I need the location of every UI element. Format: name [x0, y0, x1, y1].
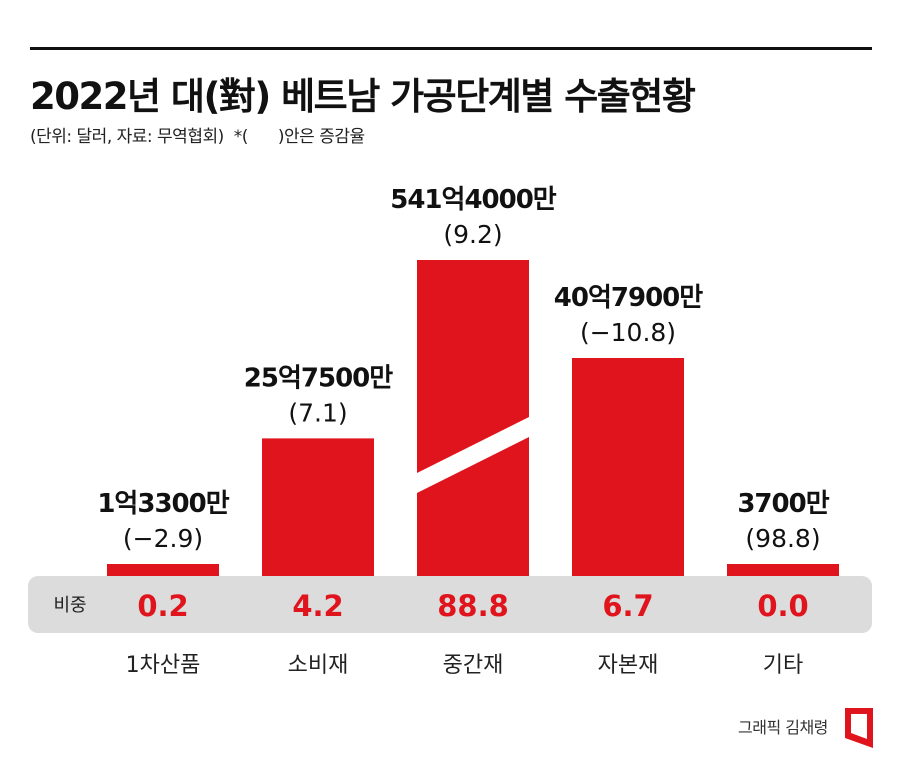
- category-label-2: 소비재: [288, 653, 349, 678]
- note-prefix: *(: [233, 127, 249, 147]
- axis-break-mark: [415, 416, 531, 494]
- change-rate-label-1: (−2.9): [123, 524, 203, 553]
- share-value-1: 0.2: [137, 589, 188, 623]
- value-label-1: 1억3300만: [97, 489, 229, 519]
- share-title: 비중: [53, 595, 86, 616]
- chart-subtitle: (단위: 달러, 자료: 무역협회) *( )안은 증감율: [30, 122, 365, 147]
- red-frame-logo-icon: [845, 708, 873, 748]
- share-value-2: 4.2: [292, 589, 343, 623]
- value-label-3: 541억4000만: [390, 185, 557, 215]
- change-rate-label-4: (−10.8): [580, 318, 676, 347]
- value-label-2: 25억7500만: [244, 363, 393, 393]
- share-value-3: 88.8: [437, 589, 509, 623]
- value-label-5: 3700만: [737, 489, 829, 519]
- bar-1: [107, 564, 219, 576]
- bar-3: [417, 260, 529, 576]
- category-label-1: 1차산품: [126, 653, 201, 678]
- category-label-5: 기타: [763, 653, 803, 678]
- category-label-3: 중간재: [443, 653, 504, 678]
- change-rate-label-2: (7.1): [288, 398, 347, 427]
- bar-4: [572, 358, 684, 576]
- bar-5: [727, 564, 839, 576]
- share-value-4: 6.7: [602, 589, 653, 623]
- category-label-4: 자본재: [598, 653, 659, 678]
- graphic-credit: 그래픽 김채령: [738, 718, 828, 737]
- bar-2: [262, 438, 374, 576]
- change-rate-label-3: (9.2): [443, 220, 502, 249]
- share-band: [28, 576, 872, 633]
- note-suffix: )안은 증감율: [277, 127, 365, 147]
- share-value-5: 0.0: [757, 589, 808, 623]
- unit-source-note: (단위: 달러, 자료: 무역협회): [30, 127, 224, 147]
- change-rate-note: *( )안은 증감율: [234, 127, 365, 147]
- top-rule: [30, 47, 872, 50]
- change-rate-label-5: (98.8): [745, 524, 820, 553]
- chart-title: 2022년 대(對) 베트남 가공단계별 수출현황: [30, 75, 696, 118]
- value-label-4: 40억7900만: [554, 283, 703, 313]
